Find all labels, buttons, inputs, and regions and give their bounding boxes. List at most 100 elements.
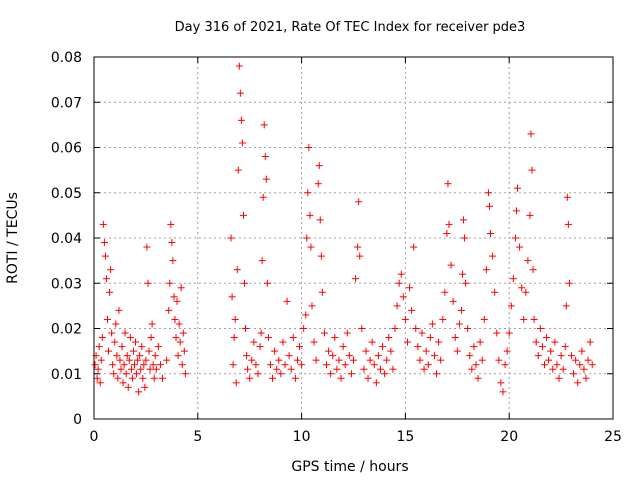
data-point xyxy=(138,343,146,351)
data-point xyxy=(110,370,118,378)
data-point xyxy=(584,356,592,364)
data-point xyxy=(553,361,561,369)
data-point xyxy=(130,361,138,369)
data-point xyxy=(112,320,120,328)
x-tick-label: 5 xyxy=(193,429,202,445)
data-point xyxy=(305,144,313,151)
data-point xyxy=(565,279,573,287)
data-point xyxy=(418,329,426,337)
data-point xyxy=(574,379,582,387)
data-point xyxy=(449,297,457,305)
data-point xyxy=(493,329,501,337)
data-point xyxy=(314,180,322,188)
data-point xyxy=(352,275,360,283)
data-point xyxy=(262,175,270,183)
data-point xyxy=(152,365,160,373)
data-point xyxy=(368,338,376,346)
data-point xyxy=(451,334,459,342)
data-point xyxy=(100,239,108,247)
data-point xyxy=(381,370,389,378)
data-point xyxy=(236,89,244,97)
data-point xyxy=(317,252,325,260)
x-tick-label: 25 xyxy=(604,429,622,445)
data-point xyxy=(530,315,538,323)
data-point xyxy=(283,297,291,305)
data-point xyxy=(536,325,544,332)
data-point xyxy=(374,352,382,360)
data-point xyxy=(234,166,242,174)
data-point xyxy=(433,370,441,378)
y-tick-label: 0.06 xyxy=(51,141,82,157)
data-point xyxy=(259,193,267,201)
data-point xyxy=(228,293,236,301)
data-point xyxy=(329,352,337,360)
data-point xyxy=(578,347,586,355)
data-point xyxy=(125,356,133,364)
data-point xyxy=(252,361,260,369)
data-point xyxy=(239,211,247,219)
data-point xyxy=(165,306,173,314)
data-point xyxy=(279,338,287,346)
data-point xyxy=(95,343,103,351)
data-point xyxy=(300,325,308,332)
data-point xyxy=(576,361,584,369)
data-point xyxy=(564,220,572,228)
data-point xyxy=(156,361,164,369)
data-point xyxy=(472,361,480,369)
data-point xyxy=(159,374,167,382)
data-point xyxy=(140,361,148,369)
data-point xyxy=(441,288,449,296)
data-point xyxy=(457,306,465,314)
data-point xyxy=(123,352,131,360)
data-point xyxy=(178,361,186,369)
data-point xyxy=(174,352,182,360)
data-point xyxy=(555,374,563,382)
data-point xyxy=(509,275,517,283)
data-point xyxy=(145,347,153,355)
data-point xyxy=(264,334,272,342)
data-point xyxy=(512,207,520,215)
data-point xyxy=(111,338,119,346)
data-point xyxy=(237,116,245,124)
data-point xyxy=(316,216,324,224)
data-point xyxy=(572,356,580,364)
data-point xyxy=(250,338,258,346)
data-point xyxy=(179,329,187,337)
data-point xyxy=(397,270,405,278)
data-point xyxy=(230,334,238,342)
data-point xyxy=(528,166,536,174)
data-point xyxy=(453,347,461,355)
data-point xyxy=(263,279,271,287)
data-point xyxy=(343,329,351,337)
data-point xyxy=(171,315,179,323)
data-point xyxy=(543,334,551,342)
data-point xyxy=(141,383,149,391)
data-point xyxy=(315,162,323,170)
data-point xyxy=(529,266,537,274)
data-point xyxy=(534,352,542,360)
y-tick-label: 0.02 xyxy=(51,322,82,338)
data-point xyxy=(122,370,130,378)
data-point xyxy=(526,211,534,219)
data-point xyxy=(567,352,575,360)
data-point xyxy=(561,343,569,351)
data-points xyxy=(91,62,596,396)
data-point xyxy=(232,379,240,387)
data-point xyxy=(393,302,401,310)
data-point xyxy=(227,234,235,242)
data-point xyxy=(127,365,135,373)
data-point xyxy=(170,293,178,301)
data-point xyxy=(105,347,113,355)
data-point xyxy=(166,279,174,287)
data-point xyxy=(302,311,310,319)
data-point xyxy=(103,315,111,323)
data-point xyxy=(462,279,470,287)
data-point xyxy=(540,361,548,369)
data-point xyxy=(337,374,345,382)
data-point xyxy=(499,388,507,396)
data-point xyxy=(128,374,136,382)
data-point xyxy=(91,361,99,369)
data-point xyxy=(455,320,463,328)
data-point xyxy=(339,343,347,351)
data-point xyxy=(149,361,157,369)
